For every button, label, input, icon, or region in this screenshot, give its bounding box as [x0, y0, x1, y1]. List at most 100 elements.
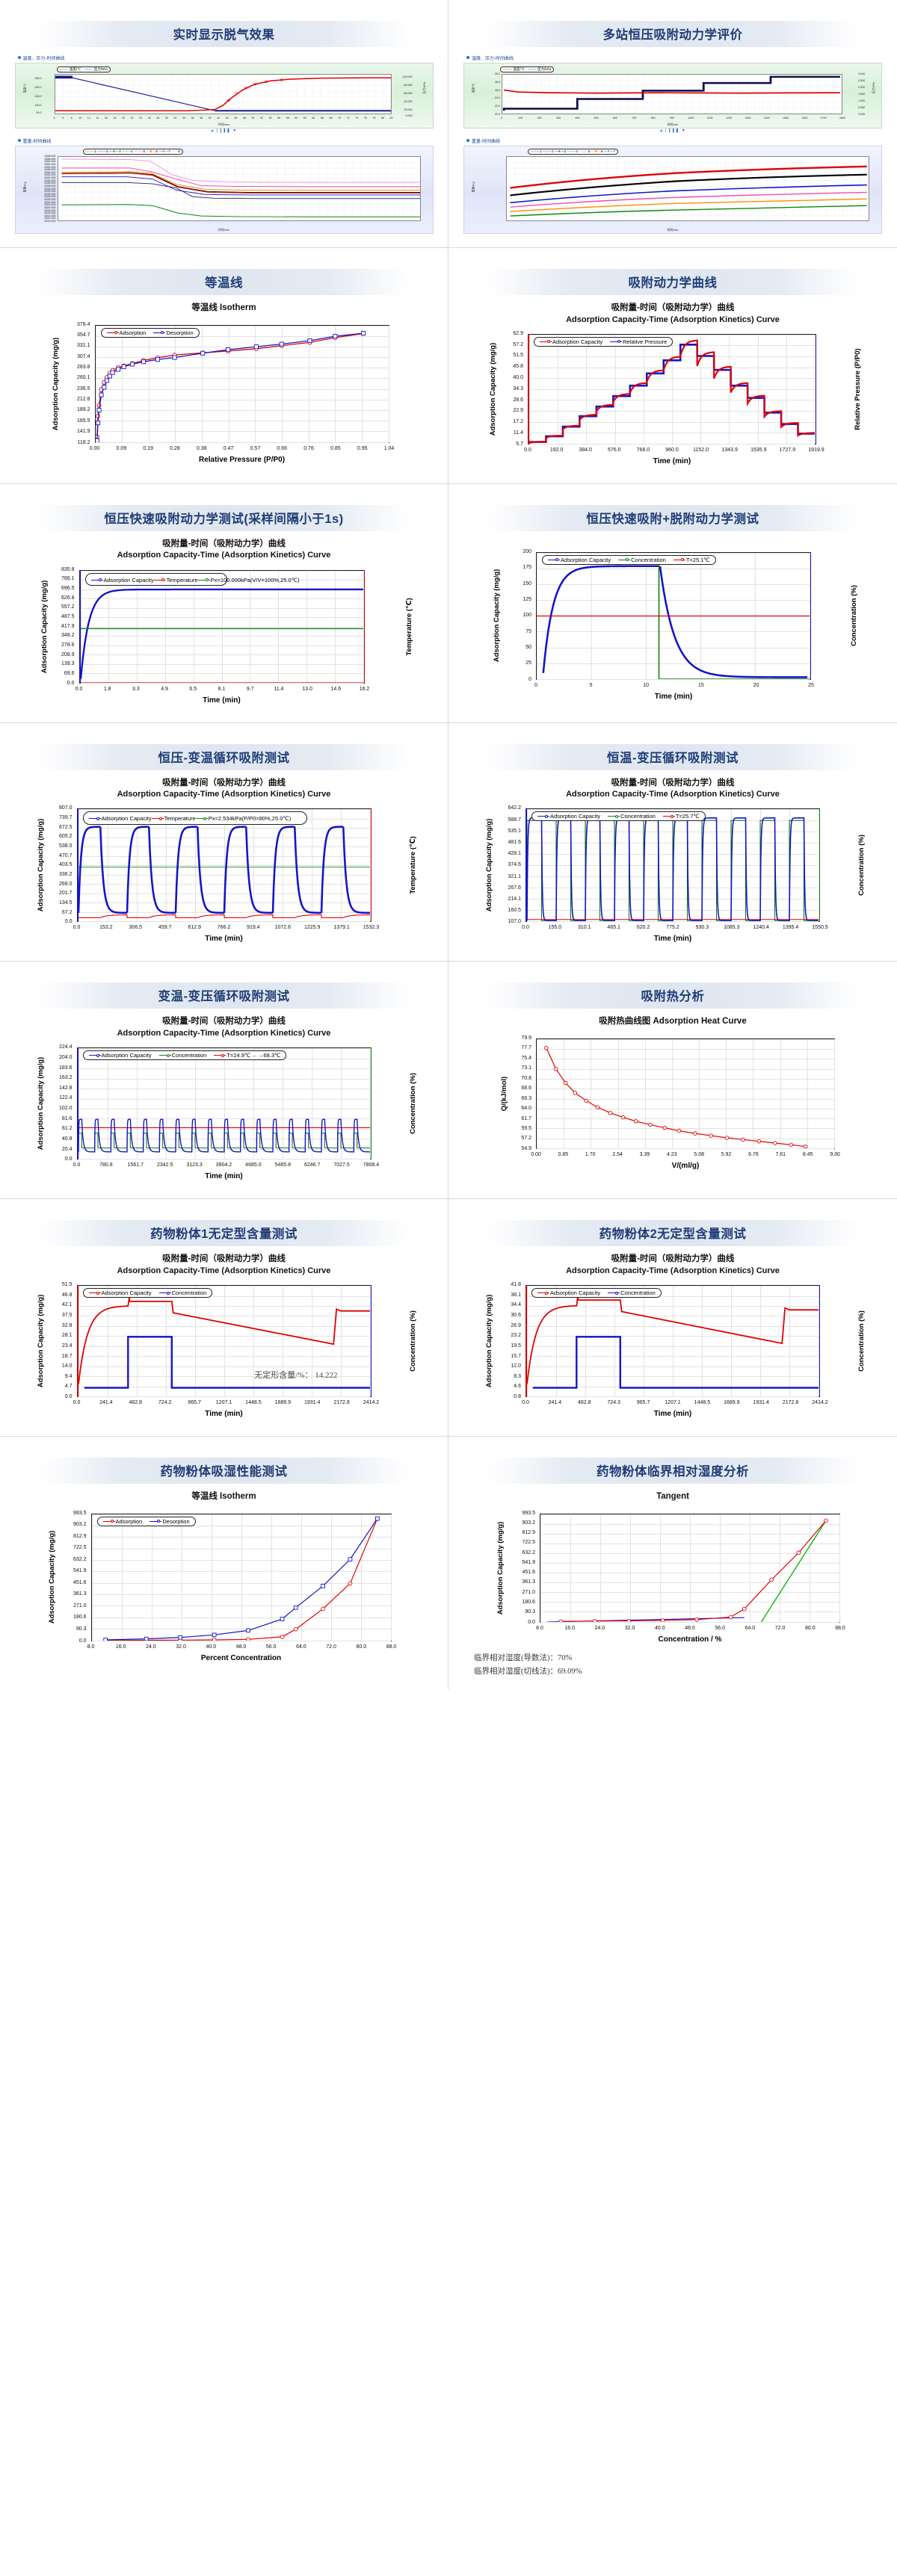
gridline-v	[731, 1286, 732, 1397]
y-tick: 75.4	[521, 1055, 531, 1061]
x-tick: 4.9	[161, 686, 168, 692]
y-tick: 200	[523, 548, 531, 554]
panel-drug-powder-1: 药物粉体1无定型含量测试 吸附量-时间（吸附动力学）曲线 Adsorption …	[0, 1199, 449, 1437]
y-axis-label: Adsorption Capacity (mg/g)	[36, 819, 45, 912]
y-axis-label: Adsorption Capacity (mg/g)	[36, 1056, 45, 1151]
x-tick: 0.66	[277, 445, 288, 451]
y-tick: 0.0	[67, 680, 75, 686]
x-tick: 500	[594, 117, 599, 120]
legend-label: Desorption	[162, 1517, 190, 1525]
x-tick: 0.0	[524, 447, 531, 453]
y-tick: 642.2	[508, 805, 521, 811]
gridline-v	[600, 1514, 601, 1622]
banner-title: 药物粉体2无定型含量测试	[599, 1227, 747, 1242]
y-tick: 535.1	[508, 828, 521, 834]
y-tick: 100.0	[34, 104, 42, 107]
x-tick: 0.0	[522, 925, 529, 931]
banner-title: 药物粉体吸湿性能测试	[160, 1465, 288, 1479]
legend-item: Relative Pressure	[610, 338, 667, 345]
legend-item: Adsorption Capacity	[88, 1052, 152, 1059]
x-tick: 1600	[801, 117, 808, 120]
banner-title: 吸附热分析	[641, 990, 705, 1004]
y-tick: 41.8	[511, 1282, 521, 1288]
gridline-v	[630, 1514, 631, 1622]
gridline-v	[136, 809, 138, 922]
y-tick: 183.6	[58, 1065, 73, 1071]
gridline-h	[540, 1621, 839, 1623]
y-tick: 812.9	[522, 1530, 535, 1536]
y2-tick: 80.000	[404, 84, 413, 87]
x-tick: 459.7	[158, 925, 172, 931]
x-tick: 0.85	[330, 445, 341, 451]
x-tick: 900	[670, 117, 674, 120]
x-tick: 482.8	[129, 1400, 143, 1406]
x-tick: 6246.7	[303, 1162, 321, 1168]
y-tick: 361.3	[522, 1579, 535, 1585]
y-tick: 6358.000	[44, 155, 56, 158]
row-hygroscopicity: 药物粉体吸湿性能测试 等温线 Isotherm 993.5 903.2 812.9 7…	[0, 1437, 897, 1690]
y-tick: 588.7	[508, 817, 521, 823]
x-axis-label: Time (min)	[205, 1172, 243, 1181]
banner-title: 药物粉体临界相对湿度分析	[596, 1465, 749, 1479]
gridline-v	[253, 809, 254, 922]
chart-title-drug-powder-1: 吸附量-时间（吸附动力学）曲线 Adsorption Capacity-Time…	[117, 1254, 331, 1275]
chart-series-layer	[78, 1118, 370, 1153]
y-tick: 100	[523, 613, 531, 619]
gridline-v	[202, 325, 203, 442]
x-axis-label: Concentration / %	[658, 1635, 722, 1644]
plot-area	[536, 1038, 835, 1149]
y-tick: 64.0	[521, 1106, 531, 1112]
chart-series-layer	[537, 563, 810, 679]
plot-area	[536, 551, 811, 680]
panel-realtime-degas: 实时显示脱气效果 温度、压力-时间曲线 —○— 温度/℃ —□— 压力/kPa	[0, 0, 449, 247]
panel-adsorption-heat: 吸附热分析 吸附热曲线图 Adsorption Heat Curve 79.9 7…	[449, 962, 897, 1198]
chart-title-drug-hygroscopicity: 等温线 Isotherm	[191, 1492, 256, 1502]
x-axis-label: Time (min)	[205, 935, 243, 944]
x-tick: 1379.1	[333, 925, 350, 931]
gridline-v	[334, 570, 336, 683]
legend-label: Adsorption Capacity	[101, 815, 152, 823]
y-axis-ticks-weight: 6358.000 6356.000 6354.000 6352.000 6350.000…	[32, 155, 56, 223]
chart-legend: Adsorption Capacity Temperature Px=2.534kP…	[82, 811, 307, 825]
gridline-h	[95, 335, 389, 337]
legend-item: Adsorption Capacity	[90, 576, 154, 584]
y2-tick: 100.000	[402, 75, 413, 78]
gridline-h	[95, 388, 389, 390]
y2-tick: 20.000	[404, 108, 413, 111]
gridline-h	[537, 1128, 834, 1130]
gridline-h	[95, 442, 389, 443]
legend-temp-pressure: —○— 温度/℃ —□— 压力/kPa	[500, 66, 555, 72]
gridline-v	[672, 334, 673, 444]
y-tick: 160.5	[508, 908, 521, 914]
x-tick: 32.0	[624, 1625, 635, 1631]
x-axis-label: Relative Pressure (P/P0)	[198, 455, 286, 464]
x-axis-label: Time (min)	[205, 1410, 243, 1419]
x-tick: 576.0	[608, 447, 621, 453]
chart-pager[interactable]: ▲ ▏▎▍▌ ▼	[659, 129, 686, 133]
y2-tick: 60.000	[404, 92, 413, 95]
gridline-v	[614, 1286, 615, 1397]
y-tick: 722.5	[73, 1545, 87, 1551]
y-tick: 1.500	[858, 93, 865, 96]
y-tick: 835.8	[61, 566, 75, 572]
x-tick: 0.38	[196, 445, 207, 451]
x-tick: 1100	[706, 117, 713, 120]
x-tick: 2.54	[612, 1151, 623, 1157]
y-tick: 672.5	[58, 824, 73, 830]
x-tick: 0.19	[143, 445, 153, 451]
row-software-screens: 实时显示脱气效果 温度、压力-时间曲线 —○— 温度/℃ —□— 压力/kPa	[0, 0, 897, 248]
x-tick: 70	[338, 117, 342, 120]
subtitle-weight-time: 重量-时间曲线	[17, 137, 434, 144]
x-tick: 8.0	[536, 1625, 543, 1631]
x-tick: 36	[191, 117, 194, 120]
y-tick: 6350.000	[44, 165, 56, 169]
y-tick: 267.6	[508, 885, 521, 891]
legend-item: Adsorption Capacity	[537, 1289, 600, 1296]
y-axis-label-weight: 重量/mg	[472, 182, 475, 193]
x-tick: 3123.3	[186, 1162, 203, 1168]
chart-pager[interactable]: ▲ ▏▎▍▌ ▼	[210, 129, 238, 133]
legend-label: Adsorption Capacity	[550, 1289, 601, 1297]
y-tick: 20.4	[61, 1146, 73, 1152]
panel-temp-pressure-swing: 变温-变压循环吸附测试 吸附量-时间（吸附动力学）曲线 Adsorption C…	[0, 962, 449, 1199]
panel-fast-isobaric: 恒压快速吸附动力学测试(采样间隔小于1s) 吸附量-时间（吸附动力学）曲线 Ad…	[0, 483, 449, 722]
